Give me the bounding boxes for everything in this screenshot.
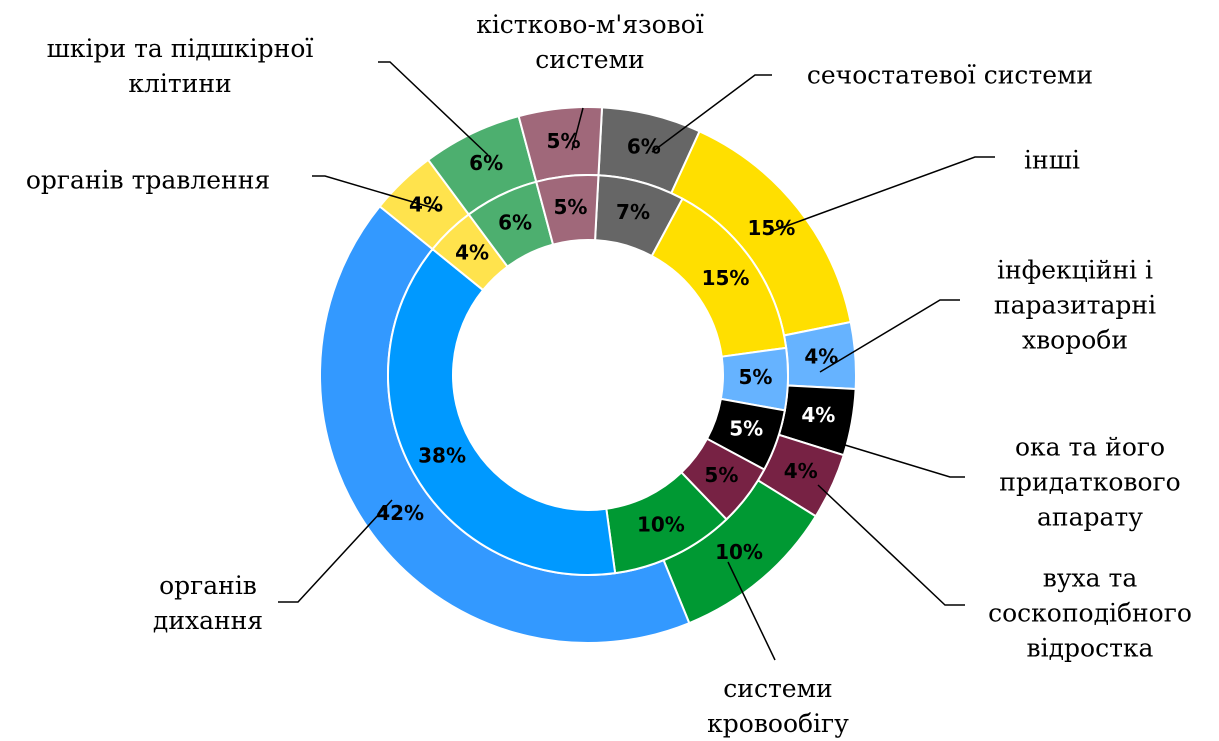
category-label: системи кровообігу bbox=[707, 674, 849, 738]
data-label: 4% bbox=[801, 403, 835, 427]
category-label: кістково-м'язової системи bbox=[476, 10, 704, 74]
leader-line bbox=[378, 61, 489, 156]
data-label: 5% bbox=[729, 417, 763, 441]
data-label: 6% bbox=[469, 151, 503, 175]
category-label: органів дихання bbox=[152, 571, 264, 635]
leader-line bbox=[817, 484, 965, 606]
data-label: 4% bbox=[409, 193, 443, 217]
leader-line bbox=[651, 74, 772, 153]
category-label: інші bbox=[1024, 145, 1080, 175]
data-label: 5% bbox=[554, 195, 588, 219]
data-label: 5% bbox=[738, 365, 772, 389]
leader-line bbox=[727, 561, 776, 661]
category-label: шкіри та підшкірної клітини bbox=[46, 34, 314, 98]
leader-line bbox=[769, 156, 995, 233]
data-label: 5% bbox=[547, 129, 581, 153]
category-label: сечостатевої системи bbox=[806, 60, 1094, 90]
leader-line bbox=[571, 107, 584, 151]
data-label: 7% bbox=[616, 200, 650, 224]
leader-line bbox=[844, 444, 965, 478]
leader-line bbox=[819, 299, 960, 373]
category-label: вуха та соскоподібного відростка bbox=[988, 563, 1192, 663]
data-label: 42% bbox=[376, 501, 424, 525]
category-label: ока та його придаткового апарату bbox=[999, 432, 1181, 532]
data-label: 5% bbox=[704, 463, 738, 487]
leader-line bbox=[278, 499, 393, 603]
data-label: 15% bbox=[747, 216, 795, 240]
data-label: 10% bbox=[715, 540, 763, 564]
segment bbox=[319, 204, 691, 644]
data-label: 6% bbox=[627, 134, 661, 158]
data-label: 10% bbox=[637, 512, 685, 536]
segment bbox=[387, 247, 617, 576]
data-label: 6% bbox=[498, 211, 532, 235]
data-label: 4% bbox=[784, 459, 818, 483]
segment bbox=[535, 174, 600, 246]
category-label: органів травлення bbox=[25, 165, 271, 195]
data-label: 15% bbox=[702, 266, 750, 290]
category-label: інфекційні і паразитарні хвороби bbox=[993, 255, 1157, 355]
data-label: 38% bbox=[418, 444, 466, 468]
leader-line bbox=[312, 175, 441, 211]
data-label: 4% bbox=[455, 241, 489, 265]
